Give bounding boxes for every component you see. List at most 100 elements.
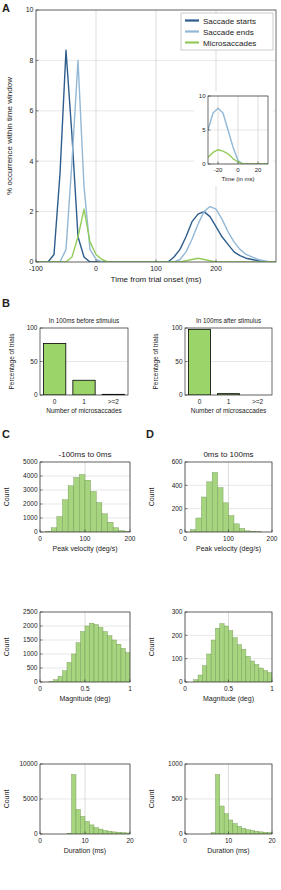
histogram-bar xyxy=(229,820,233,834)
histogram-bar xyxy=(99,829,104,834)
histogram-bar xyxy=(229,631,233,682)
chart: 010020030000.51Magnitude (deg)Count xyxy=(148,608,274,702)
plot-data xyxy=(194,624,272,682)
histogram-bar xyxy=(224,626,228,682)
y-tick xyxy=(40,654,43,655)
title: In 100ms after stimulus xyxy=(196,317,261,324)
y-tick xyxy=(185,799,188,800)
chart: 050001000001020Duration (ms)Count xyxy=(3,760,134,854)
y-tick xyxy=(40,612,43,613)
histogram-bar xyxy=(242,828,246,834)
x-axis-label: Time (in ms) xyxy=(221,176,254,182)
y-tick xyxy=(208,164,211,165)
axes-frame xyxy=(40,328,128,395)
histogram-bar xyxy=(211,640,215,682)
y-axis-label: Count xyxy=(3,638,10,657)
histogram-bar xyxy=(108,636,113,682)
x-tick xyxy=(272,832,273,835)
x-tick-label: 0 xyxy=(183,685,187,692)
x-tick-label: 20 xyxy=(268,837,276,844)
y-tick-label: 500 xyxy=(27,664,38,671)
y-tick-label: 5 xyxy=(202,127,206,133)
histogram-bar xyxy=(202,666,206,682)
y-tick xyxy=(40,682,43,683)
y-tick xyxy=(36,60,39,61)
y-tick-label: 50 xyxy=(175,358,183,365)
chart: 0246810-1000100200Time from trial onset … xyxy=(2,2,276,284)
x-tick xyxy=(272,680,273,683)
x-tick-label: >=2 xyxy=(252,398,264,405)
x-tick-label: 1 xyxy=(128,685,132,692)
y-tick-label: 400 xyxy=(172,482,183,489)
histogram-bar xyxy=(51,528,57,532)
y-tick-label: 200 xyxy=(172,505,183,512)
chart: 0510-20020Time (in ms) xyxy=(194,91,273,186)
histogram-bar xyxy=(212,473,217,533)
y-tick xyxy=(185,612,188,613)
x-tick-label: -20 xyxy=(214,167,223,173)
histogram-bar xyxy=(72,775,77,835)
y-tick xyxy=(36,10,39,11)
y-tick xyxy=(40,361,43,362)
plot-data xyxy=(190,473,261,533)
y-tick xyxy=(40,504,43,505)
histogram-bar xyxy=(57,517,63,532)
x-tick-label: -100 xyxy=(29,265,43,272)
series-line xyxy=(208,108,268,164)
histogram-bar xyxy=(58,676,63,682)
chart: 0500100015002000250000.51Magnitude (deg)… xyxy=(3,608,132,702)
histogram-bar xyxy=(76,810,81,835)
x-tick xyxy=(238,162,239,165)
grid-line xyxy=(258,96,259,164)
x-tick xyxy=(130,680,131,683)
x-tick xyxy=(156,260,157,263)
x-tick-label: >=2 xyxy=(108,398,120,405)
histogram-bar xyxy=(112,640,117,682)
y-tick-label: 5000 xyxy=(23,795,38,802)
x-tick xyxy=(130,530,131,533)
bar xyxy=(188,329,210,395)
x-tick xyxy=(96,260,97,263)
x-tick-label: 200 xyxy=(210,265,222,272)
panel-label: C xyxy=(2,428,10,440)
y-tick xyxy=(185,532,188,533)
plot-data xyxy=(36,50,276,262)
y-axis-label: Count xyxy=(3,488,10,507)
y-tick-label: 1500 xyxy=(23,636,38,643)
x-tick xyxy=(185,680,186,683)
x-tick-label: 0 xyxy=(38,685,42,692)
y-tick xyxy=(40,532,43,533)
y-tick xyxy=(40,668,43,669)
y-tick-label: 100 xyxy=(27,324,38,331)
y-axis-label: Count xyxy=(148,488,155,507)
histogram-bar xyxy=(79,475,85,532)
y-axis-label: Percentage of trials xyxy=(8,333,16,390)
histogram-bar xyxy=(68,486,74,532)
x-tick xyxy=(130,832,131,835)
histogram-bar xyxy=(246,830,250,834)
y-tick xyxy=(40,834,43,835)
y-tick xyxy=(36,110,39,111)
x-tick-label: 20 xyxy=(255,167,262,173)
y-tick xyxy=(208,130,211,131)
legend-label: Saccade ends xyxy=(203,28,254,37)
x-axis-label: Peak velocity (deg/s) xyxy=(53,545,118,553)
histogram-bar xyxy=(207,482,212,532)
y-tick xyxy=(185,508,188,509)
y-tick-label: 10 xyxy=(199,93,206,99)
y-tick xyxy=(185,635,188,636)
figure: 0246810-1000100200Time from trial onset … xyxy=(0,0,281,890)
y-tick xyxy=(185,328,188,329)
y-tick-label: 200 xyxy=(172,632,183,639)
bar xyxy=(73,380,95,395)
histogram-bar xyxy=(81,632,86,682)
histogram-bar xyxy=(113,528,119,532)
histogram-bar xyxy=(74,477,80,532)
histogram-bar xyxy=(99,627,104,682)
axes-frame xyxy=(40,764,130,834)
x-tick xyxy=(185,530,186,533)
x-tick-label: 0 xyxy=(53,398,57,405)
histogram-bar xyxy=(103,632,108,682)
histogram-bar xyxy=(233,824,237,835)
y-tick-label: 3000 xyxy=(23,486,38,493)
